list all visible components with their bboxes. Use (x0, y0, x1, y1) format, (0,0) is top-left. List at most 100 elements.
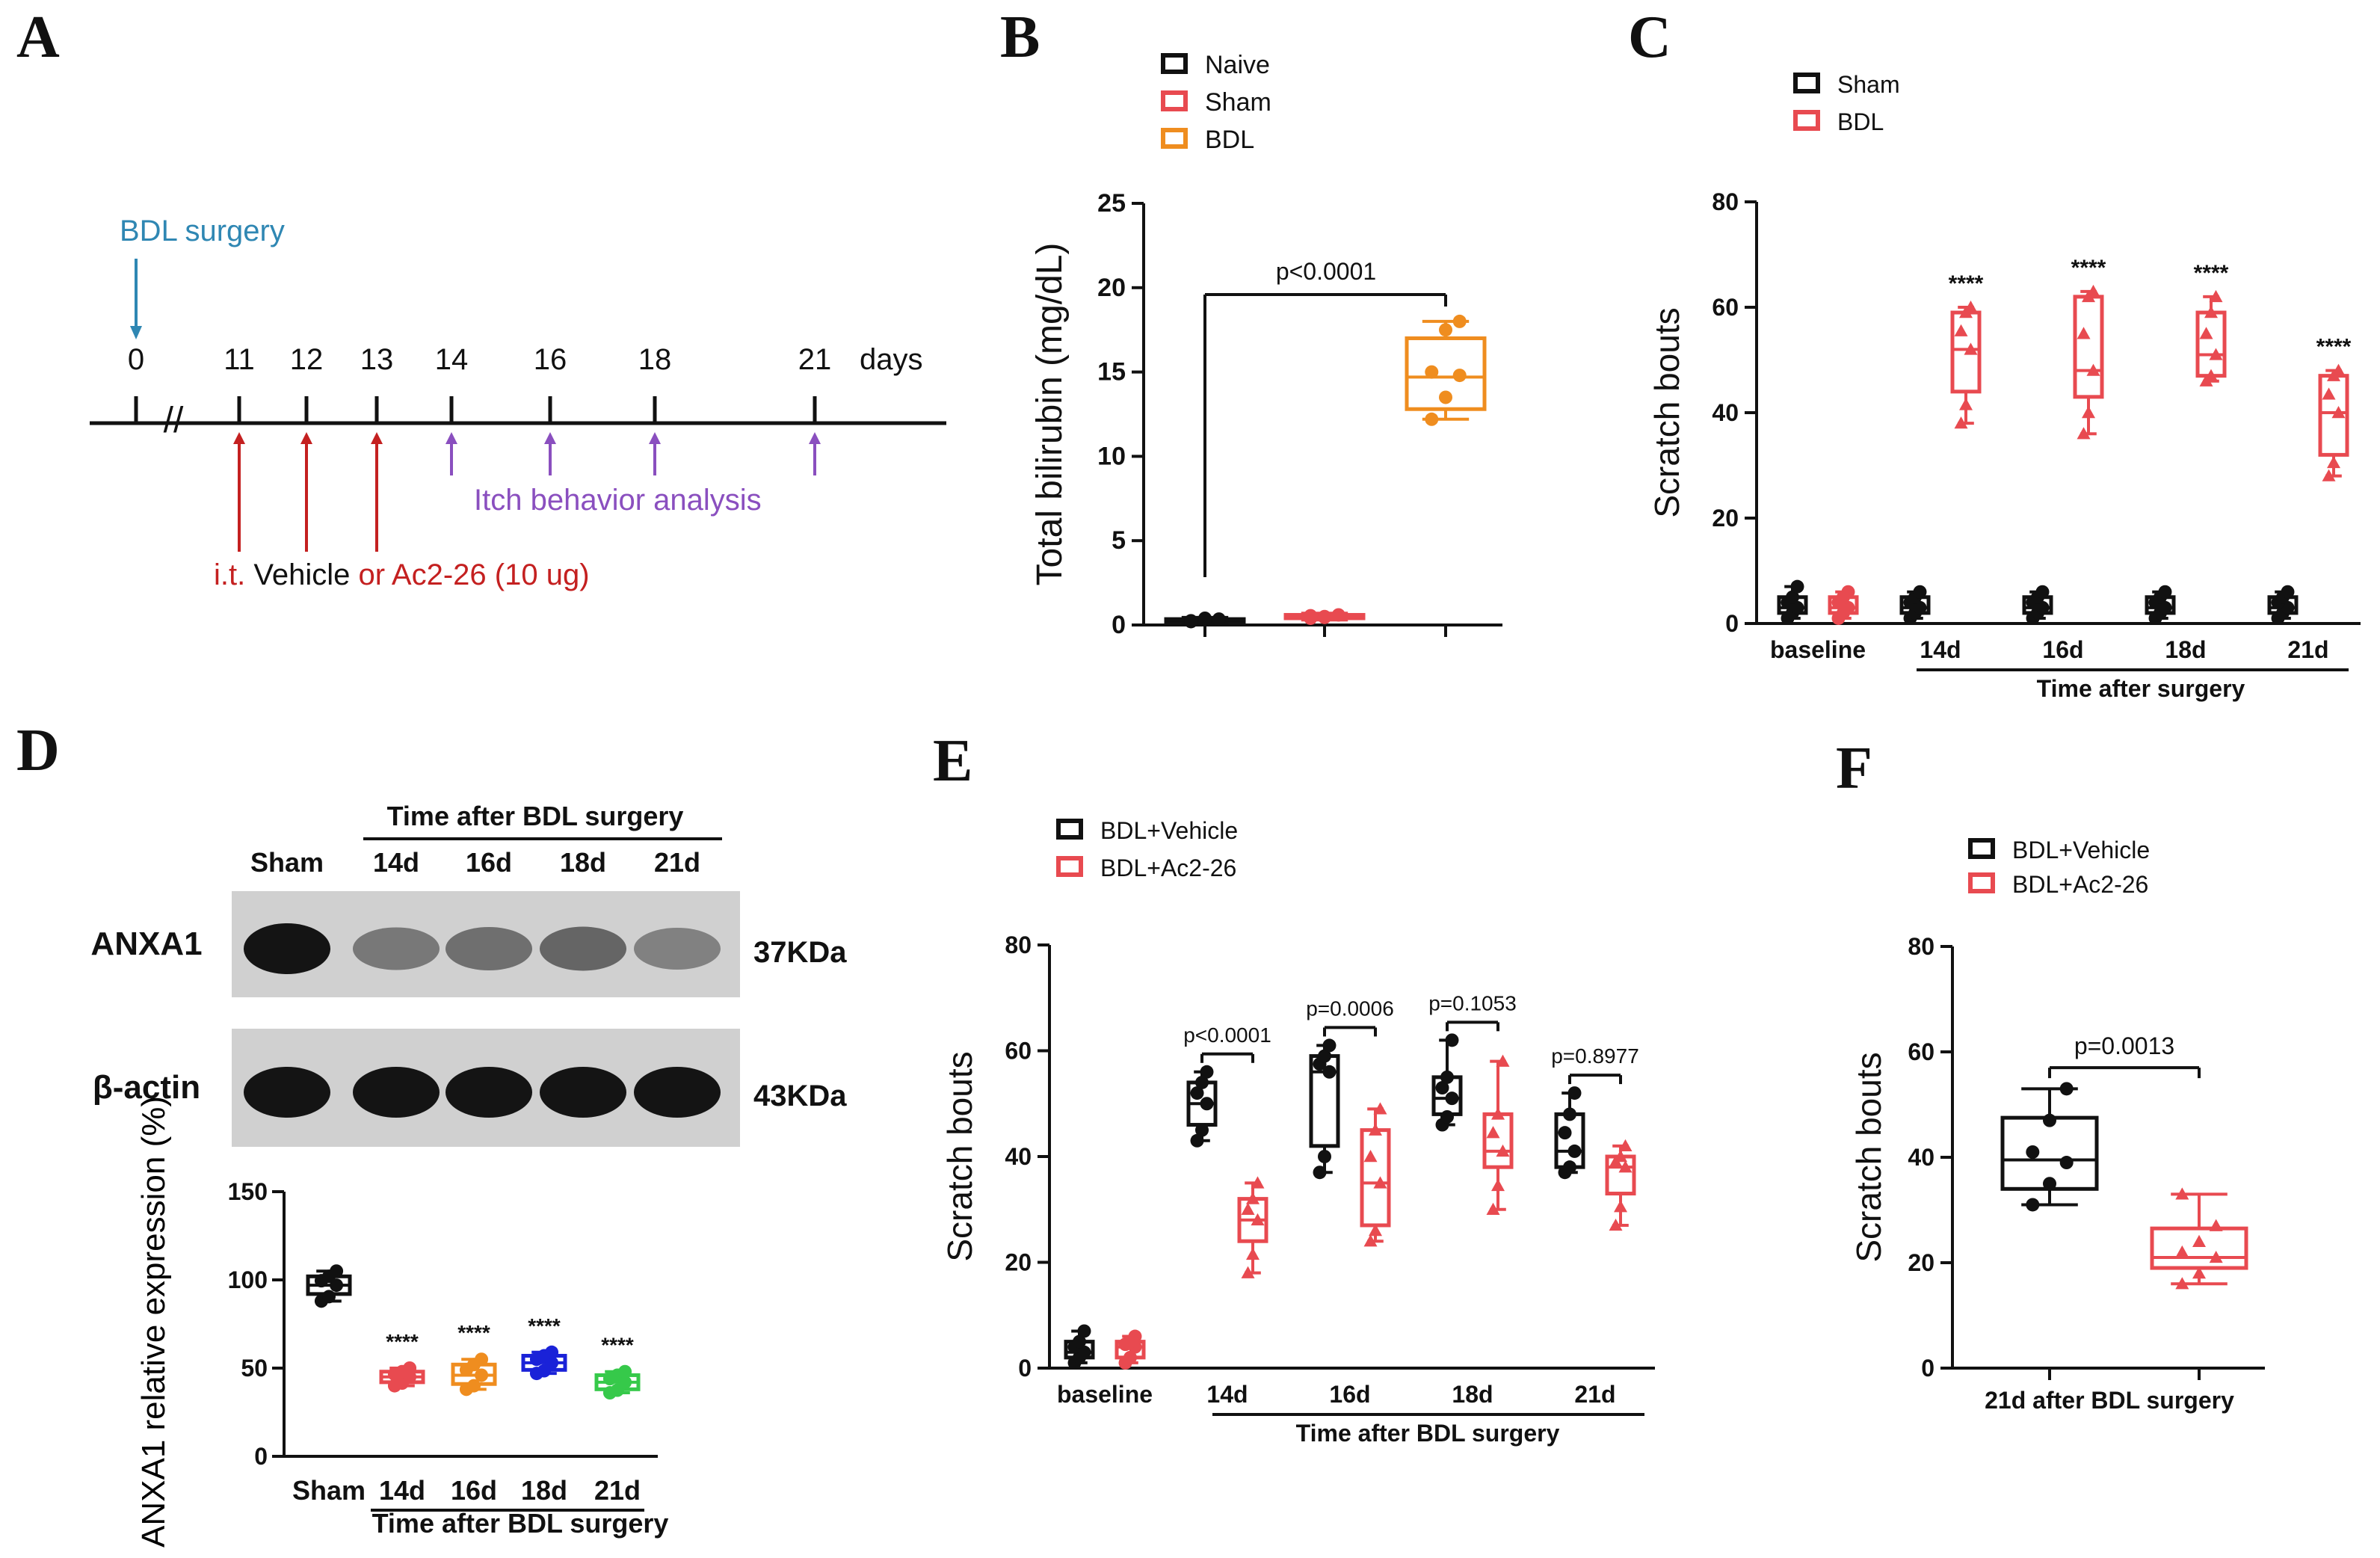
data-point (1439, 323, 1452, 337)
legend-item: BDL+Vehicle (1968, 837, 2150, 863)
data-point (322, 1290, 336, 1304)
legend-swatch (1968, 838, 1995, 859)
blot-lane-label: 16d (466, 847, 512, 878)
data-point (1195, 1123, 1209, 1137)
data-point (2209, 348, 2223, 360)
data-point (1073, 1334, 1086, 1349)
significance-stars: **** (386, 1330, 419, 1353)
data-point (618, 1364, 632, 1379)
significance-stars: **** (2071, 256, 2106, 280)
itch-arrow (649, 432, 661, 475)
significance-stars: **** (1949, 271, 1984, 296)
y-tick-label: 40 (1712, 399, 1739, 426)
legend-item: BDL+Ac2-26 (1968, 871, 2148, 898)
legend-item: Sham (1161, 88, 1271, 117)
data-point (2026, 1198, 2040, 1212)
significance-stars: **** (457, 1321, 490, 1344)
blot-protein-label: ANXA1 (90, 926, 202, 962)
y-axis-title: Scratch bouts (1849, 1052, 1888, 1262)
data-point (1318, 1150, 1331, 1163)
data-point (1786, 590, 1799, 604)
data-point (2204, 369, 2218, 381)
data-point (2086, 284, 2100, 298)
panel-letter-d: D (16, 718, 60, 783)
panel-d-blot: Time after BDL surgery Sham 14d 16d 18d 21d AN… (90, 801, 847, 1147)
data-point (1954, 416, 1968, 429)
data-point (1425, 365, 1439, 379)
data-point (2331, 363, 2346, 376)
y-tick-label: 50 (241, 1355, 268, 1382)
legend-swatch (1793, 110, 1820, 131)
arrow-head (300, 432, 312, 444)
data-point (1128, 1329, 1142, 1343)
x-tick-label: 16d (451, 1475, 497, 1506)
days-unit-label: days (860, 343, 923, 376)
blot-kda-label: 37KDa (753, 936, 847, 969)
data-point (330, 1264, 344, 1278)
box-ac2-26 (1115, 1329, 1146, 1370)
data-point (2209, 1250, 2223, 1263)
x-tick-label: 16d (1329, 1381, 1370, 1408)
data-point (1964, 342, 1978, 355)
arrow-head (544, 432, 556, 444)
y-tick-label: 40 (1005, 1143, 1032, 1170)
data-point (1841, 585, 1855, 599)
y-tick-label: 100 (228, 1266, 268, 1293)
p-value-label: p=0.1053 (1428, 991, 1517, 1014)
panel-f-chart: 0 20 40 60 80 Scratch bouts p=0.0013 21d after … (1849, 837, 2265, 1414)
box-sham (2267, 585, 2299, 625)
data-point (1318, 610, 1331, 624)
legend-item: BDL+Vehicle (1056, 817, 1238, 844)
box-21d (594, 1364, 641, 1400)
y-tick-label: 80 (1908, 933, 1934, 960)
data-point (1190, 1086, 1204, 1100)
box-sham (2145, 585, 2176, 625)
data-point (1491, 1178, 1505, 1192)
x-tick-label: 18d (2165, 636, 2206, 663)
p-value-label: p=0.0013 (2074, 1032, 2174, 1059)
data-point (2199, 327, 2213, 339)
timeline-day-label: 11 (223, 343, 255, 376)
box-bdl (1828, 585, 1859, 625)
data-point (2192, 1266, 2206, 1279)
data-point (1246, 1192, 1260, 1204)
box-iqr (2073, 295, 2104, 399)
legend-label: Sham (1205, 88, 1271, 117)
data-point (1241, 1202, 1255, 1215)
box-iqr (2150, 1226, 2248, 1270)
data-point (1363, 1234, 1378, 1247)
blot-band (244, 923, 330, 974)
box-ac2-26 (2150, 1187, 2248, 1290)
treatment-label-part: Vehicle (245, 558, 350, 591)
blot-lane-label: 21d (654, 847, 700, 878)
data-point (1959, 398, 1973, 410)
x-tick-label: 14d (1920, 636, 1961, 663)
data-point (2175, 1187, 2189, 1200)
treatment-label-part: or Ac2-26 (10 ug) (350, 558, 589, 591)
data-point (1200, 1097, 1214, 1111)
data-point (1369, 1123, 1382, 1136)
p-value-label: p=0.8977 (1551, 1044, 1639, 1068)
panel-d-chart: 0 50 100 150 ANXA1 relative expression (%) Sh… (135, 1096, 668, 1548)
y-tick-label: 60 (1712, 294, 1739, 321)
p-value-label: p<0.0001 (1276, 258, 1376, 285)
y-tick-label: 80 (1005, 932, 1032, 958)
timeline-day-label: 21 (798, 343, 832, 376)
data-point (2077, 427, 2091, 440)
p-value-label: p<0.0001 (1183, 1023, 1271, 1047)
data-point (2059, 1082, 2074, 1096)
blot-kda-label: 43KDa (753, 1080, 847, 1112)
panel-letter-b: B (1000, 4, 1040, 70)
data-point (2059, 1156, 2074, 1170)
data-point (1486, 1126, 1500, 1139)
y-axis-title: Scratch bouts (940, 1051, 979, 1261)
box-sham (1283, 608, 1366, 625)
box-iqr (1605, 1154, 1636, 1196)
itch-arrow (544, 432, 556, 475)
data-point (1322, 1038, 1337, 1053)
y-axis-title: Total bilirubin (mg/dL) (1030, 243, 1070, 586)
y-tick-label: 40 (1908, 1144, 1934, 1171)
data-point (1913, 585, 1927, 599)
y-tick-label: 0 (1112, 611, 1126, 639)
